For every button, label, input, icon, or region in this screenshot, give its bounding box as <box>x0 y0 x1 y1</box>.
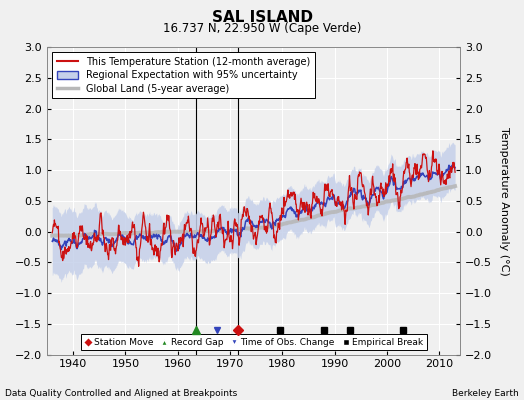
Legend: Station Move, Record Gap, Time of Obs. Change, Empirical Break: Station Move, Record Gap, Time of Obs. C… <box>81 334 427 350</box>
Text: 16.737 N, 22.950 W (Cape Verde): 16.737 N, 22.950 W (Cape Verde) <box>163 22 361 35</box>
Text: Data Quality Controlled and Aligned at Breakpoints: Data Quality Controlled and Aligned at B… <box>5 389 237 398</box>
Text: SAL ISLAND: SAL ISLAND <box>212 10 312 25</box>
Y-axis label: Temperature Anomaly (°C): Temperature Anomaly (°C) <box>499 126 509 275</box>
Text: Berkeley Earth: Berkeley Earth <box>452 389 519 398</box>
